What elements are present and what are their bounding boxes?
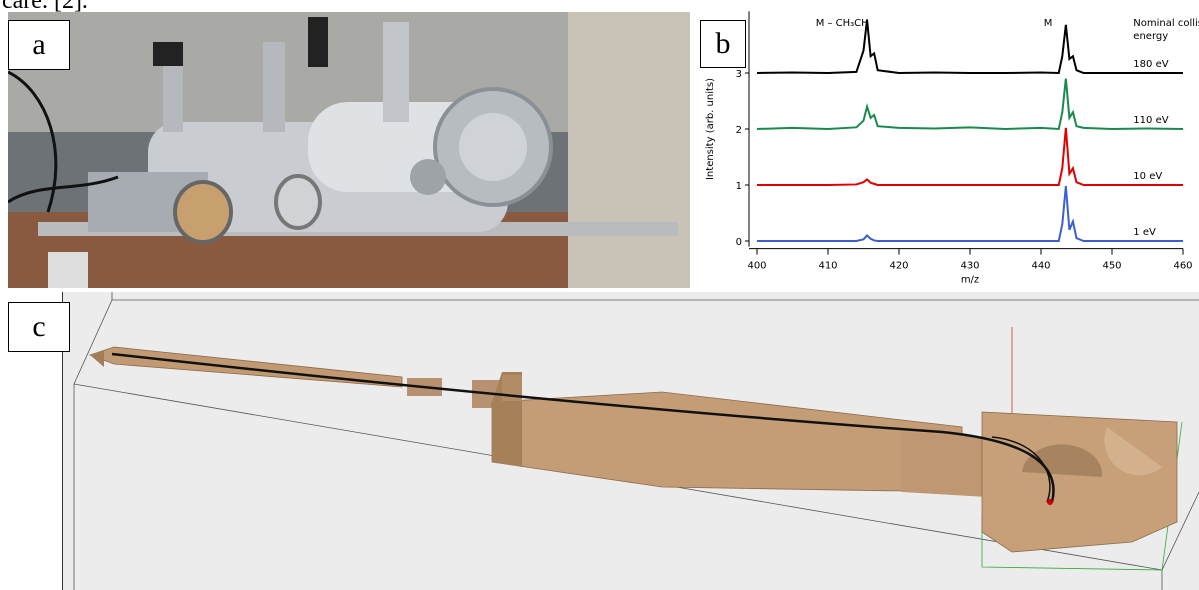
x-tick-label: 410 [818,261,837,272]
y-axis-label: Intensity (arb. units) [705,78,716,180]
simulation-render [62,292,1199,590]
x-tick-label: 420 [889,261,908,272]
legend-title: energy [1133,31,1168,42]
legend-label: 110 eV [1133,115,1168,126]
x-tick-label: 460 [1173,261,1192,272]
spectrum-line [756,19,1183,75]
y-tick-label: 2 [736,125,742,136]
x-axis-label: m/z [961,275,979,286]
y-tick-label: 3 [736,69,742,80]
x-tick-label: 450 [1102,261,1121,272]
x-tick-label: 400 [747,261,766,272]
x-tick-label: 440 [1031,261,1050,272]
annotation: M – CH₃CH [816,18,869,29]
panel-label: a [8,20,70,70]
chart-b: 0 1 2 3 400 410 420 430 440 450 460 m/z Intensity (a… [705,11,1199,286]
y-tick-label: 1 [736,181,742,192]
panel-label: c [8,302,70,352]
spectrum-line [757,186,1183,242]
legend-title: Nominal collision [1133,18,1199,29]
legend-label: 10 eV [1133,171,1162,182]
legend-label: 180 eV [1133,59,1168,70]
x-tick-label: 430 [960,261,979,272]
spectrum-line [757,127,1183,186]
spectrum-line [756,78,1184,131]
header-text: care. [2]. [2,0,88,14]
legend-label: 1 eV [1133,227,1156,238]
y-tick-label: 0 [736,237,742,248]
photo-apparatus [8,12,690,288]
annotation: M [1044,18,1053,29]
panel-label: b [700,20,746,68]
